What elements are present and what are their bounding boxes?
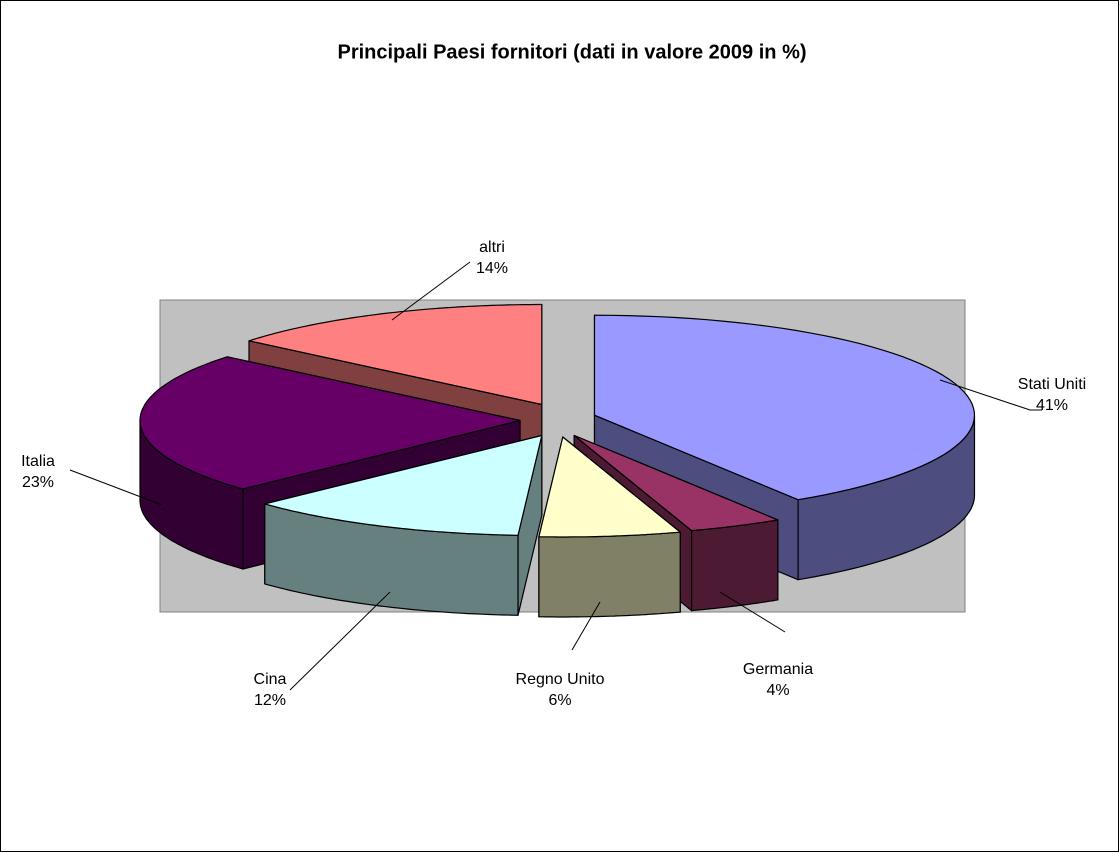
chart-title: Principali Paesi fornitori (dati in valo…	[337, 41, 806, 63]
data-label-name: Regno Unito	[516, 671, 605, 688]
data-label-value: 41%	[1036, 397, 1068, 414]
data-label-name: Germania	[743, 661, 813, 678]
data-label-name: Stati Uniti	[1018, 376, 1086, 393]
data-label-name: Cina	[254, 671, 287, 688]
data-label-value: 23%	[22, 474, 54, 491]
pie-slice	[264, 434, 543, 616]
slice-rim	[538, 531, 681, 618]
leader-line	[719, 591, 786, 633]
slice-top	[573, 434, 779, 532]
leader-line	[939, 379, 1042, 411]
pie-slice	[538, 436, 681, 618]
leader-line	[69, 469, 163, 506]
slice-top	[593, 314, 975, 501]
slice-top	[248, 303, 543, 406]
data-label-value: 4%	[766, 682, 789, 699]
data-label-value: 6%	[548, 692, 571, 709]
slice-rim	[691, 519, 779, 612]
leader-line	[571, 601, 601, 651]
slice-top	[538, 436, 681, 538]
data-label-name: Italia	[21, 453, 55, 470]
data-label-value: 12%	[254, 692, 286, 709]
slice-top	[139, 356, 521, 490]
leader-line	[289, 591, 391, 691]
slice-top	[264, 434, 543, 536]
data-label-value: 14%	[476, 260, 508, 277]
data-label-name: altri	[479, 239, 505, 256]
leader-line	[391, 261, 471, 321]
